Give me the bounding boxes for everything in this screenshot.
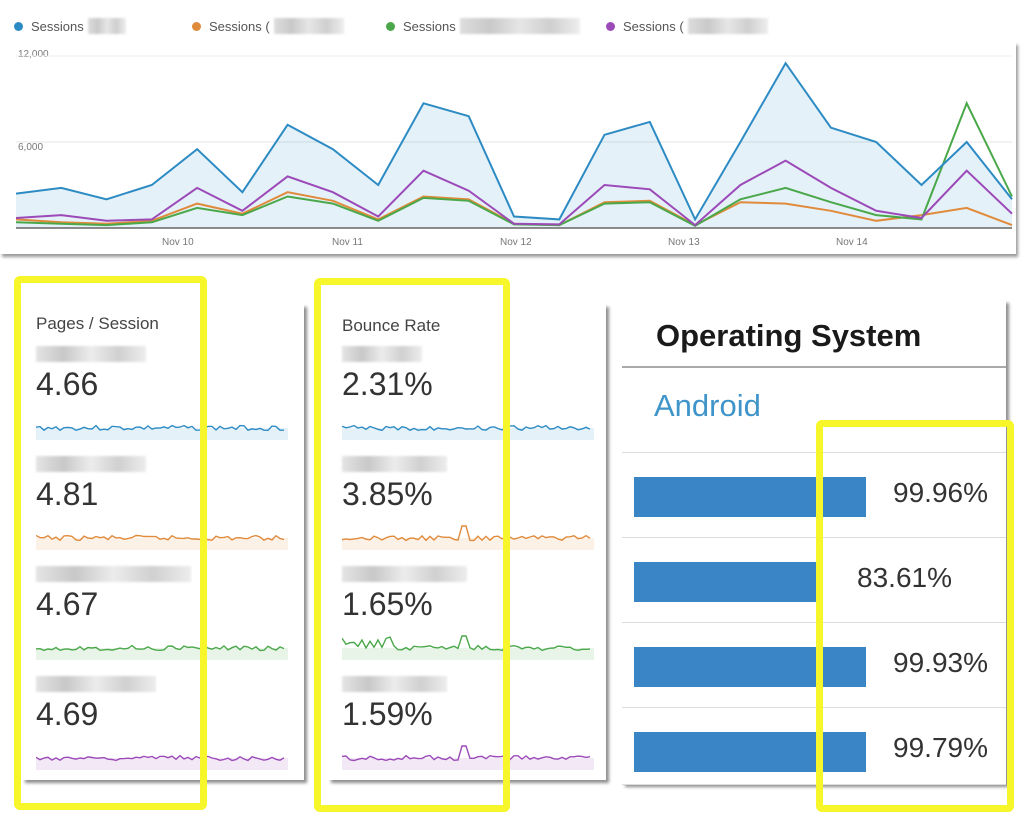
percentage-value: 99.96% [893, 477, 988, 508]
metric-value: 1.59% [342, 696, 433, 732]
card-title: Pages / Session [36, 314, 159, 333]
chart-legend: Sessions Sessions ( Sessions Sessions ( [0, 8, 1024, 42]
redacted-text [459, 18, 580, 34]
metric-value: 2.31% [342, 366, 433, 402]
redacted-segment-name [342, 346, 422, 362]
x-tick-nov11: Nov 11 [332, 237, 363, 248]
x-tick-nov10: Nov 10 [162, 237, 194, 248]
sparkline [36, 754, 288, 770]
redacted-text [273, 18, 344, 34]
legend-item-sessions-purple[interactable]: Sessions ( [606, 18, 768, 34]
card-title: Bounce Rate [342, 316, 441, 335]
sparkline [36, 424, 288, 440]
redacted-segment-name [342, 456, 447, 472]
metric-value: 3.85% [342, 476, 433, 512]
os-row: 99.96% [622, 452, 1006, 538]
percentage-value: 99.93% [893, 647, 988, 678]
legend-item-sessions-orange[interactable]: Sessions ( [192, 18, 344, 34]
os-title: Operating System [656, 318, 922, 353]
highlight-pages-per-session [14, 276, 207, 810]
redacted-segment-name [36, 676, 156, 692]
sparkline [342, 745, 594, 770]
metric-value: 4.67 [36, 586, 99, 622]
legend-item-sessions-green[interactable]: Sessions [386, 18, 580, 34]
percentage-value: 83.61% [857, 562, 952, 593]
divider [622, 366, 1006, 368]
pages-per-session-card: Pages / Session 4.66 4.81 4.67 4.69 [22, 304, 304, 780]
highlight-bounce-rate [314, 278, 510, 812]
os-row: 99.93% [622, 622, 1006, 708]
sessions-line-chart[interactable]: 12,000 6,000 Nov 10 Nov 11 Nov 12 Nov 13… [0, 42, 1016, 254]
metric-value: 4.66 [36, 366, 99, 402]
metric-value: 4.69 [36, 696, 99, 732]
metric-value: 4.81 [36, 476, 99, 512]
legend-label: Sessions [403, 18, 456, 34]
x-tick-nov13: Nov 13 [668, 237, 700, 248]
highlight-os-percentages [816, 420, 1014, 812]
os-android-link[interactable]: Android [654, 388, 761, 423]
sparkline [342, 525, 594, 550]
redacted-segment-name [342, 676, 447, 692]
legend-label: Sessions ( [209, 18, 270, 34]
legend-dot-green-icon [386, 21, 395, 31]
redacted-segment-name [36, 346, 146, 362]
percentage-bar [634, 562, 816, 602]
metric-value: 1.65% [342, 586, 433, 622]
os-row: 99.79% [622, 707, 1006, 785]
x-tick-nov14: Nov 14 [836, 237, 868, 248]
redacted-segment-name [36, 566, 191, 582]
percentage-bar [634, 732, 866, 772]
bounce-rate-card: Bounce Rate 2.31% 3.85% 1.65% 1.59% [328, 304, 606, 780]
legend-item-sessions-blue[interactable]: Sessions [14, 18, 126, 34]
y-tick-12000: 12,000 [18, 49, 49, 60]
operating-system-card: Operating System Android 99.96% 83.61% 9… [622, 300, 1006, 785]
percentage-value: 99.79% [893, 732, 988, 763]
sparkline [342, 635, 594, 660]
legend-label: Sessions ( [623, 18, 684, 34]
legend-label: Sessions [31, 18, 84, 34]
percentage-bar [634, 477, 866, 517]
sessions-plot-area [15, 55, 1013, 229]
percentage-bar [634, 647, 866, 687]
sparkline [36, 644, 288, 660]
legend-dot-purple-icon [606, 21, 615, 31]
x-tick-nov12: Nov 12 [500, 237, 532, 248]
redacted-segment-name [342, 566, 467, 582]
sparkline [36, 534, 288, 550]
legend-dot-blue-icon [14, 21, 23, 31]
redacted-segment-name [36, 456, 146, 472]
os-row: 83.61% [622, 537, 1006, 623]
redacted-text [87, 18, 126, 34]
sparkline [342, 424, 594, 440]
legend-dot-orange-icon [192, 21, 201, 31]
redacted-text [687, 18, 768, 34]
y-tick-6000: 6,000 [18, 142, 44, 153]
